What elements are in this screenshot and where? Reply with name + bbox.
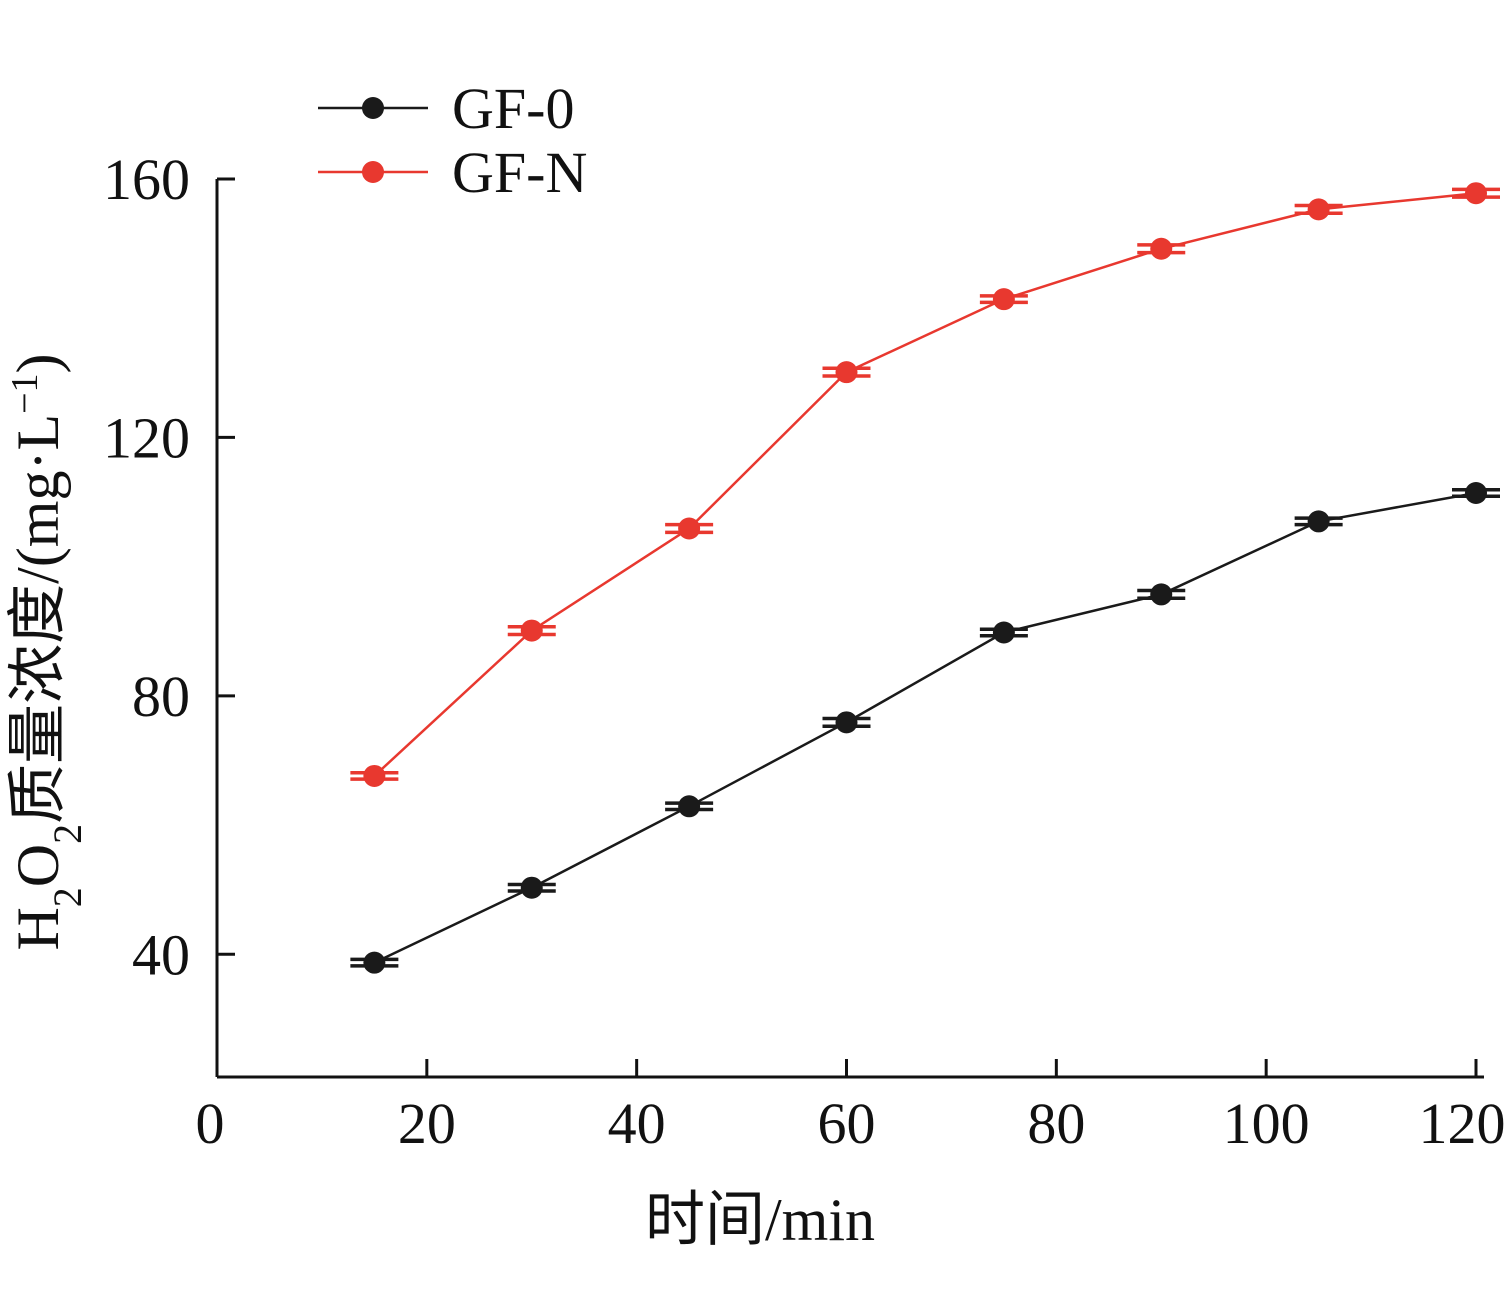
y-title-sup: −1: [4, 373, 46, 413]
x-tick-label: 0: [196, 1091, 225, 1156]
x-tick-label: 100: [1223, 1091, 1310, 1156]
data-point: [1307, 198, 1330, 221]
data-point: [363, 764, 386, 787]
y-tick-label: 160: [103, 147, 190, 212]
legend-marker: [362, 161, 384, 183]
legend-item-gf-n: GF-N: [318, 140, 587, 205]
axes: [215, 179, 1484, 1079]
data-point: [1307, 510, 1330, 533]
series-gf-0: [350, 481, 1500, 974]
data-point: [1150, 583, 1173, 606]
series-gf-n: [350, 182, 1500, 787]
y-tick-label: 80: [132, 664, 190, 729]
legend: GF-0GF-N: [318, 76, 587, 205]
legend-marker: [362, 97, 384, 119]
y-tick-label: 120: [103, 405, 190, 470]
x-tick-label: 120: [1419, 1091, 1506, 1156]
legend-label: GF-0: [452, 76, 574, 141]
y-title-name: 质量浓度/(mg·L: [5, 414, 71, 824]
data-point: [1465, 481, 1487, 504]
data-point: [520, 876, 543, 899]
x-tick-label: 80: [1027, 1091, 1085, 1156]
y-title-o: O: [5, 844, 71, 887]
legend-item-gf-0: GF-0: [318, 76, 574, 141]
x-axis-title: 时间/min: [645, 1187, 875, 1253]
x-ticks: 0 20 40 60 80 100 120: [196, 1059, 1506, 1156]
x-tick-label: 20: [398, 1091, 456, 1156]
series-line: [373, 491, 1477, 964]
series-line: [373, 191, 1477, 777]
y-title-h: H: [5, 907, 71, 950]
data-point: [992, 621, 1015, 644]
data-point: [992, 288, 1015, 311]
data-point: [835, 361, 858, 384]
legend-label: GF-N: [452, 140, 587, 205]
y-title-suffix: ): [5, 353, 71, 373]
y-tick-label: 40: [132, 922, 190, 987]
data-point: [363, 951, 386, 974]
data-point: [678, 517, 701, 540]
x-tick-label: 40: [608, 1091, 666, 1156]
y-title-sub1: 2: [45, 887, 90, 907]
y-ticks: 40 80 120 160: [103, 147, 235, 987]
data-point: [1465, 182, 1487, 205]
data-point: [1150, 237, 1173, 260]
data-point: [678, 795, 701, 818]
y-title-sub2: 2: [45, 824, 90, 844]
data-point: [520, 619, 543, 642]
x-tick-label: 60: [818, 1091, 876, 1156]
series-layer: [350, 182, 1500, 974]
data-point: [835, 711, 858, 734]
y-axis-title: H2O2质量浓度/(mg·L−1): [4, 353, 90, 950]
